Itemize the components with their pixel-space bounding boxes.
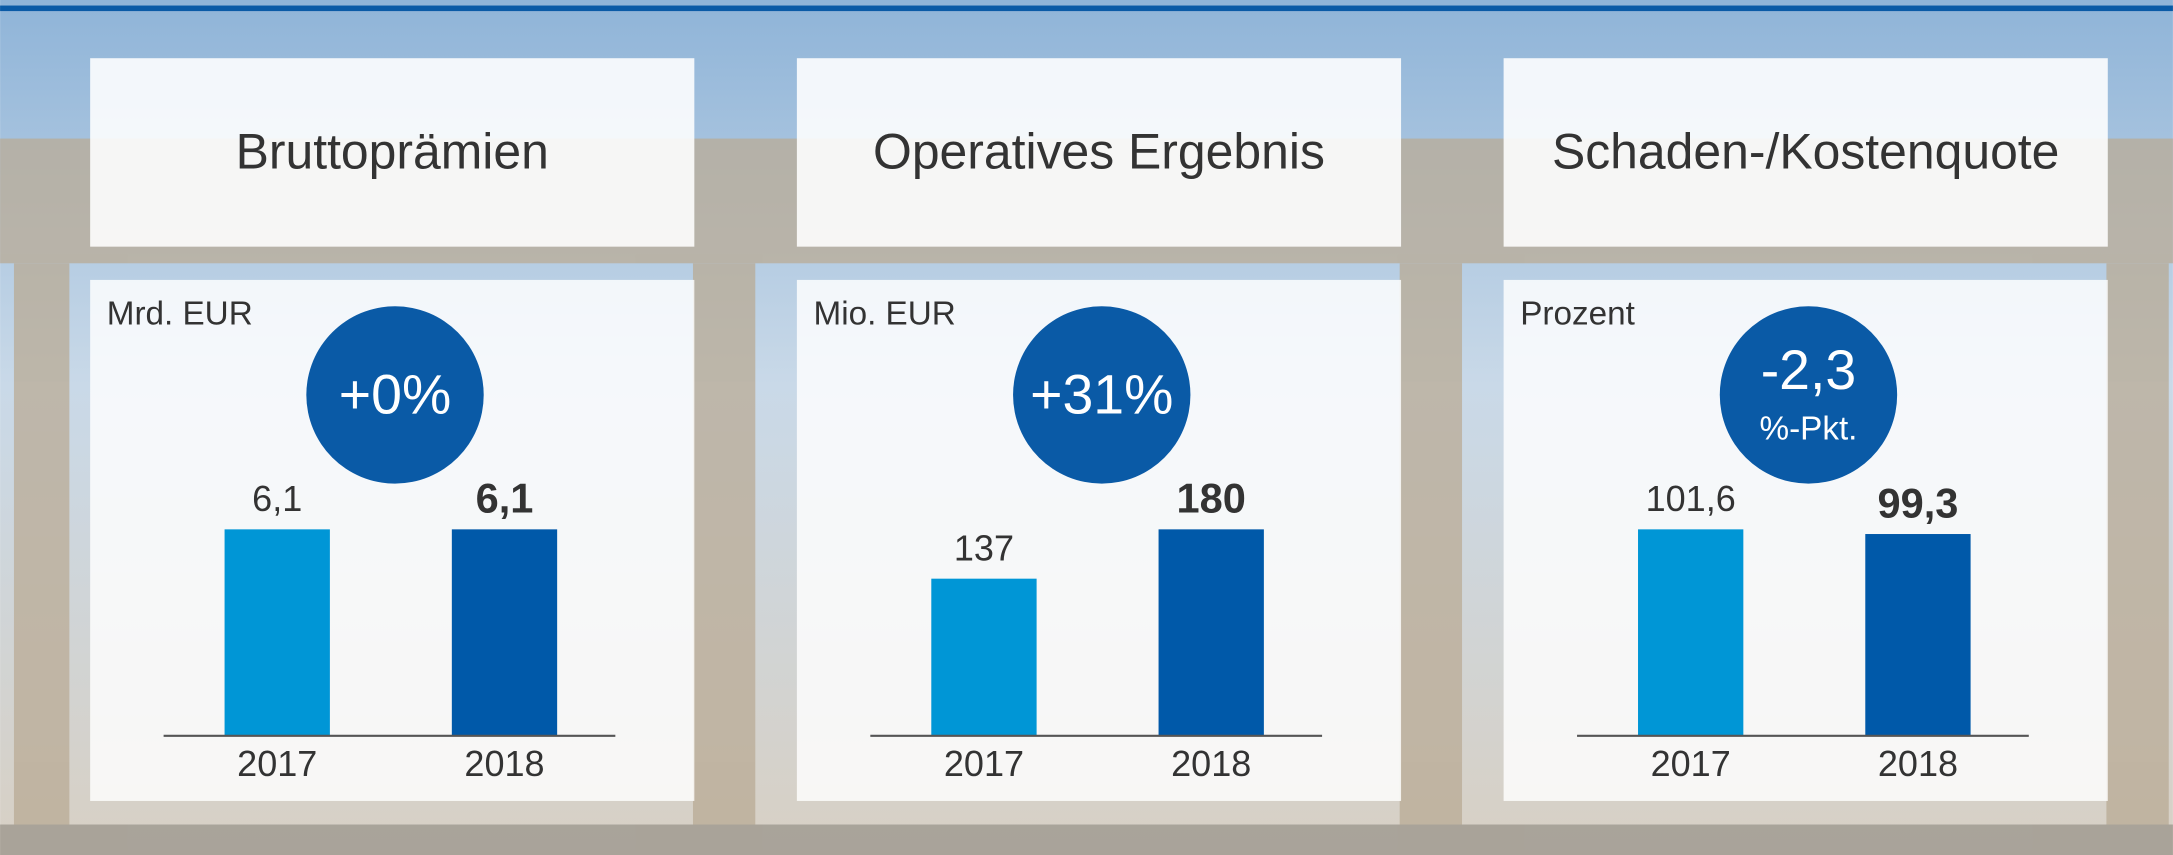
bar — [451, 529, 558, 736]
badge-text: %-Pkt. — [1760, 411, 1858, 448]
chart-title: Schaden-/Kostenquote — [1552, 123, 2059, 179]
bar — [224, 529, 330, 736]
unit-label: Mio. EUR — [814, 296, 956, 333]
badge — [1013, 306, 1191, 484]
unit-label: Prozent — [1520, 296, 1635, 333]
x-tick-label: 2018 — [464, 743, 544, 784]
x-tick-label: 2017 — [944, 743, 1024, 784]
badge — [1719, 306, 1898, 484]
chart-title: Operatives Ergebnis — [873, 123, 1325, 179]
badge-text: -2,3 — [1761, 339, 1856, 401]
badge — [306, 306, 484, 484]
bar — [1158, 529, 1264, 736]
x-tick-label: 2018 — [1878, 743, 1958, 784]
top-rule — [0, 5, 2173, 12]
value-label: 6,1 — [252, 478, 302, 519]
value-label: 180 — [1177, 475, 1246, 522]
title-box — [1503, 58, 2108, 247]
x-tick-label: 2018 — [1171, 743, 1251, 784]
value-label: 99,3 — [1877, 479, 1958, 526]
badge-text: +0% — [339, 364, 451, 426]
x-tick-label: 2017 — [237, 743, 317, 784]
title-box — [796, 58, 1402, 247]
bar — [1638, 529, 1744, 736]
value-label: 101,6 — [1646, 478, 1736, 519]
value-label: 6,1 — [476, 475, 534, 522]
badge-text: +31% — [1030, 364, 1173, 426]
x-tick-label: 2017 — [1651, 743, 1731, 784]
title-box — [90, 58, 695, 247]
chart-title: Bruttoprämien — [236, 123, 549, 179]
unit-label: Mrd. EUR — [107, 296, 253, 333]
value-label: 137 — [954, 527, 1014, 568]
bar — [1865, 534, 1971, 736]
bar — [931, 578, 1037, 736]
